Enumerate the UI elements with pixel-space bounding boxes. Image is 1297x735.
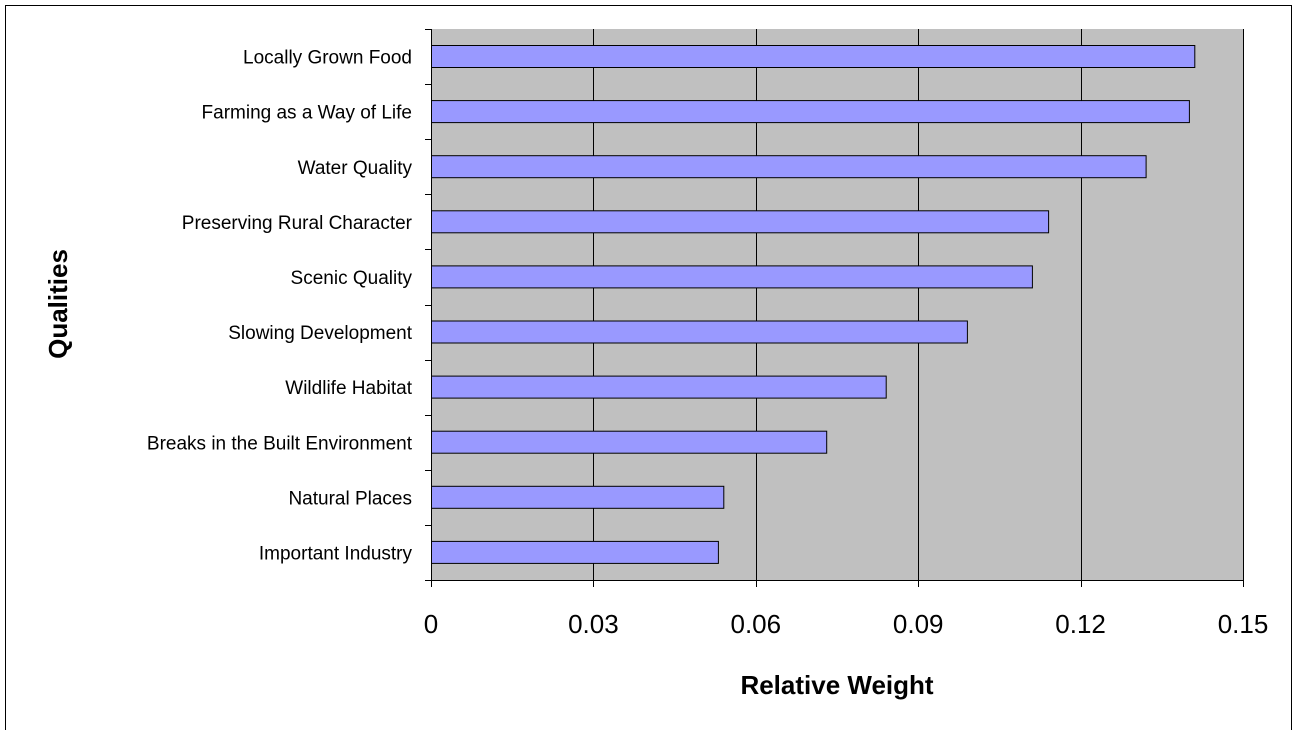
x-tick-label: 0.09	[893, 609, 944, 639]
y-category-label: Locally Grown Food	[243, 48, 412, 69]
x-tick-label: 0.03	[568, 609, 619, 639]
y-category-label: Water Quality	[298, 158, 413, 179]
x-tick-label: 0.15	[1218, 609, 1269, 639]
x-tick-label: 0.06	[730, 609, 781, 639]
axes	[425, 29, 1244, 587]
bar	[431, 210, 1050, 234]
x-tick-label: 0.12	[1055, 609, 1106, 639]
bar	[431, 540, 719, 564]
y-category-label: Farming as a Way of Life	[202, 103, 412, 124]
x-tick-label: 0	[424, 609, 438, 639]
bar	[431, 265, 1033, 289]
y-category-label: Preserving Rural Character	[182, 213, 413, 234]
y-category-label: Important Industry	[259, 543, 413, 564]
bar	[431, 45, 1196, 68]
y-axis-title: Qualities	[43, 249, 73, 359]
category-labels: Locally Grown Food Farming as a Way of Li…	[147, 48, 413, 565]
bar	[431, 100, 1190, 124]
bar	[431, 485, 725, 509]
y-category-label: Slowing Development	[228, 323, 412, 344]
y-category-label: Scenic Quality	[291, 268, 413, 289]
y-category-label: Wildlife Habitat	[285, 378, 412, 399]
x-tick-labels: 0 0.03 0.06 0.09 0.12 0.15	[424, 609, 1269, 639]
x-axis-title: Relative Weight	[740, 670, 933, 700]
bar	[431, 375, 887, 399]
bar	[431, 320, 968, 344]
bar	[431, 155, 1147, 179]
y-category-label: Natural Places	[288, 488, 412, 509]
y-category-label: Breaks in the Built Environment	[147, 433, 413, 454]
bar	[431, 430, 828, 454]
